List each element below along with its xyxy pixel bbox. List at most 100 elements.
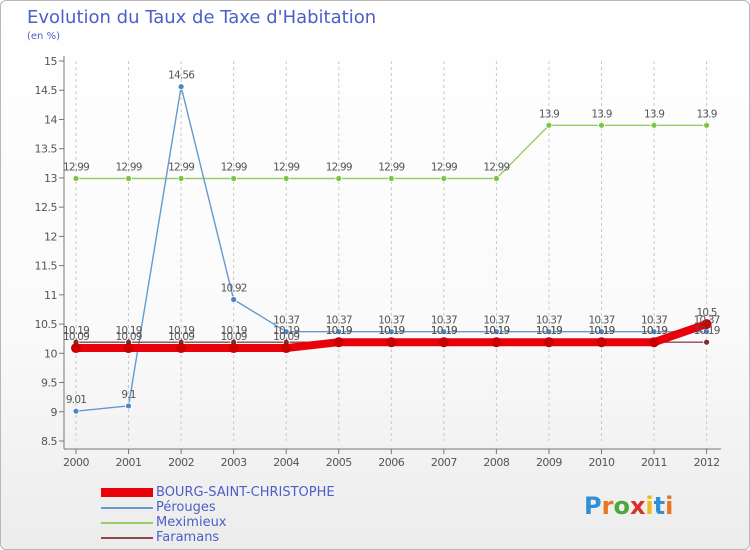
data-point bbox=[650, 328, 658, 336]
data-point bbox=[701, 319, 712, 330]
data-point bbox=[228, 343, 239, 354]
data-label: 12.99 bbox=[168, 162, 194, 174]
data-label: 10.09 bbox=[116, 331, 142, 343]
logo-letter: i bbox=[665, 492, 674, 520]
y-tick-label: 9.5 bbox=[41, 377, 57, 390]
data-label: 10.19 bbox=[641, 325, 667, 337]
axes: 8.5 9 9.5 10 10.5 11 11.5 12 12.5 13 13.5 14 14.5 15 2… bbox=[35, 55, 721, 469]
y-tick-label: 10.5 bbox=[35, 318, 58, 331]
data-label: 10.09 bbox=[273, 331, 299, 343]
data-point bbox=[545, 328, 553, 336]
data-point bbox=[491, 337, 502, 348]
data-point bbox=[125, 402, 132, 410]
x-tick-label: 2008 bbox=[483, 456, 509, 469]
y-tick-label: 12.5 bbox=[35, 201, 58, 214]
data-label: 10.19 bbox=[483, 325, 509, 337]
legend-swatch bbox=[101, 507, 153, 509]
data-point bbox=[387, 175, 395, 182]
data-label: 12.99 bbox=[378, 162, 404, 174]
data-label: 10.19 bbox=[63, 325, 89, 337]
y-tick-label: 8.5 bbox=[41, 435, 57, 448]
y-tick-label: 10 bbox=[44, 347, 57, 360]
data-point bbox=[440, 328, 448, 336]
data-label: 12.99 bbox=[483, 162, 509, 174]
data-point bbox=[333, 337, 344, 348]
x-tick-label: 2012 bbox=[694, 456, 720, 469]
data-label: 9.1 bbox=[121, 389, 135, 401]
y-tick-label: 14 bbox=[44, 113, 57, 126]
x-tick-label: 2009 bbox=[536, 456, 562, 469]
data-label: 10.19 bbox=[116, 325, 142, 337]
data-label: 10.19 bbox=[221, 325, 247, 337]
data-label: 10.19 bbox=[588, 325, 614, 337]
data-label: 10.19 bbox=[694, 325, 720, 337]
logo-letter: o bbox=[613, 492, 630, 520]
data-label: 10.19 bbox=[431, 325, 457, 337]
x-tick-label: 2001 bbox=[116, 456, 142, 469]
data-label: 10.37 bbox=[431, 315, 457, 327]
data-label: 10.19 bbox=[536, 325, 562, 337]
data-point bbox=[335, 328, 343, 336]
data-point bbox=[176, 343, 187, 354]
x-tick-label: 2005 bbox=[326, 456, 352, 469]
data-label: 10.19 bbox=[378, 325, 404, 337]
data-label: 10.19 bbox=[536, 325, 562, 337]
legend-swatch bbox=[101, 522, 153, 524]
legend-label: BOURG-SAINT-CHRISTOPHE bbox=[156, 485, 335, 500]
series-lines bbox=[71, 83, 712, 415]
legend-label: Faramans bbox=[156, 530, 220, 545]
data-label: 10.19 bbox=[378, 325, 404, 337]
data-point bbox=[123, 343, 134, 354]
data-point bbox=[72, 407, 80, 415]
data-point bbox=[545, 121, 553, 129]
data-label: 12.99 bbox=[221, 162, 247, 174]
y-tick-label: 11 bbox=[44, 289, 57, 302]
data-point bbox=[125, 175, 132, 182]
data-label: 13.9 bbox=[697, 108, 717, 120]
data-label: 12.99 bbox=[63, 162, 89, 174]
data-point bbox=[703, 121, 710, 129]
data-label: 12.99 bbox=[116, 162, 142, 174]
chart-title: Evolution du Taux de Taxe d'Habitation bbox=[27, 7, 377, 28]
data-label: 10.09 bbox=[63, 331, 89, 343]
logo-letter: P bbox=[584, 492, 602, 520]
data-label: 10.37 bbox=[588, 315, 614, 327]
data-label: 10.19 bbox=[168, 325, 194, 337]
x-tick-label: 2007 bbox=[431, 456, 457, 469]
logo-letter: i bbox=[645, 492, 654, 520]
data-point bbox=[230, 175, 238, 182]
x-tick-label: 2011 bbox=[641, 456, 667, 469]
data-label: 10.37 bbox=[378, 315, 404, 327]
legend-label: Pérouges bbox=[156, 500, 216, 515]
data-point bbox=[598, 328, 605, 336]
y-tick-label: 11.5 bbox=[35, 260, 58, 273]
data-label: 10.37 bbox=[273, 315, 299, 327]
legend-swatch bbox=[101, 488, 153, 497]
data-point bbox=[492, 175, 500, 182]
x-tick-label: 2010 bbox=[589, 456, 615, 469]
chart-subtitle: (en %) bbox=[27, 31, 60, 42]
data-label: 10.19 bbox=[641, 325, 667, 337]
y-tick-label: 14.5 bbox=[35, 84, 58, 97]
data-label: 10.37 bbox=[326, 315, 352, 327]
data-label: 10.37 bbox=[694, 315, 720, 327]
data-label: 10.19 bbox=[273, 325, 299, 337]
logo-letter: x bbox=[629, 492, 646, 520]
data-point bbox=[438, 337, 449, 348]
data-label: 10.37 bbox=[641, 315, 667, 327]
data-point bbox=[177, 83, 185, 91]
data-label: 13.9 bbox=[591, 108, 611, 120]
data-label: 10.09 bbox=[221, 331, 247, 343]
data-label: 12.99 bbox=[326, 162, 352, 174]
x-tick-label: 2003 bbox=[221, 456, 247, 469]
legend-swatch bbox=[101, 537, 153, 539]
data-point bbox=[650, 121, 658, 129]
data-point bbox=[492, 328, 500, 336]
data-point bbox=[281, 343, 292, 354]
data-label: 10.19 bbox=[431, 325, 457, 337]
data-label: 10.37 bbox=[483, 315, 509, 327]
data-label: 13.9 bbox=[644, 108, 664, 120]
y-tick-label: 12 bbox=[44, 230, 57, 243]
